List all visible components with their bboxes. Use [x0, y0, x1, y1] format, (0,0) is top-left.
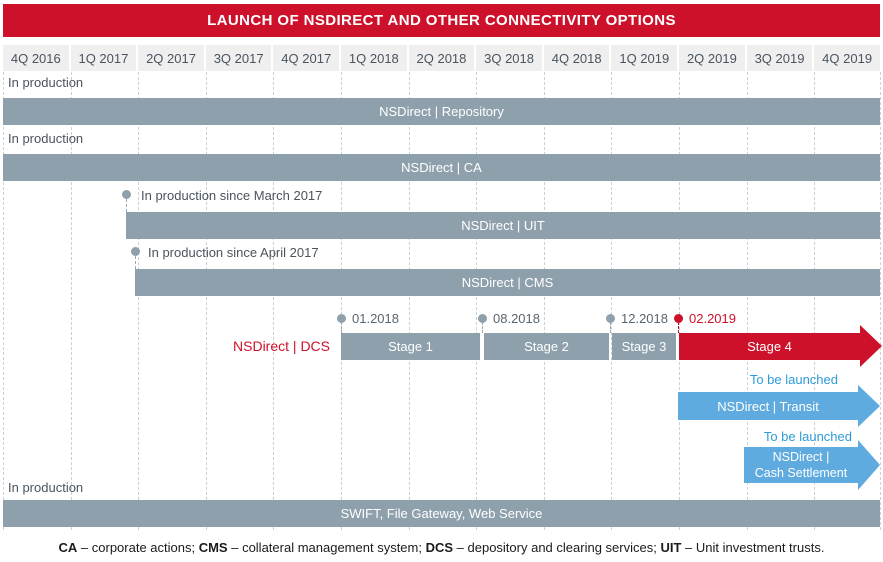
- dcs-stage3-label: Stage 3: [621, 339, 667, 354]
- quarter-gridline: [476, 72, 477, 530]
- dcs-milestone-dot-1: [337, 314, 346, 323]
- dcs-milestone-stem-1: [341, 322, 342, 333]
- dcs-stage4-bar: Stage 4: [679, 333, 860, 360]
- swift-bar-label: SWIFT, File Gateway, Web Service: [340, 506, 543, 521]
- uit-bar: NSDirect | UIT: [126, 212, 880, 239]
- quarter-tick: 1Q 2018: [341, 45, 407, 71]
- cash-settlement-bar-label-line2: Cash Settlement: [754, 466, 848, 480]
- quarter-tick: 3Q 2019: [746, 45, 813, 71]
- ca-status-label: In production: [8, 131, 84, 146]
- uit-status-label: In production since March 2017: [141, 188, 323, 203]
- cms-status-label: In production since April 2017: [148, 245, 319, 260]
- quarter-tick: 1Q 2019: [611, 45, 678, 71]
- ca-bar: NSDirect | CA: [3, 154, 880, 181]
- footnote-text-dcs: – depository and clearing services;: [453, 540, 661, 555]
- quarter-tick: 2Q 2019: [679, 45, 745, 71]
- dcs-stage2-bar: Stage 2: [484, 333, 609, 360]
- quarter-gridline: [679, 72, 680, 530]
- swift-status-label: In production: [8, 480, 84, 495]
- cms-start-milestone-dot: [131, 247, 140, 256]
- quarter-tick: 4Q 2016: [3, 45, 69, 71]
- dcs-milestone-stem-4: [678, 322, 679, 333]
- footnote-text-uit: – Unit investment trusts.: [681, 540, 825, 555]
- dcs-milestone-stem-2: [482, 322, 483, 333]
- quarter-tick: 2Q 2017: [138, 45, 204, 71]
- transit-status-label: To be launched: [749, 372, 838, 387]
- quarter-tick: 1Q 2017: [70, 45, 137, 71]
- dcs-milestone-dot-2: [478, 314, 487, 323]
- dcs-milestone-stem-3: [610, 322, 611, 333]
- quarter-gridline: [273, 72, 274, 530]
- dcs-stage1-label: Stage 1: [388, 339, 433, 354]
- dcs-milestone-dot-4: [674, 314, 683, 323]
- cash-settlement-bar-label-line1: NSDirect |: [772, 450, 830, 464]
- quarter-tick: 4Q 2017: [273, 45, 340, 71]
- cash-settlement-arrowhead-icon: [858, 440, 883, 490]
- uit-milestone-stem: [126, 199, 127, 212]
- footnote-term-ca: CA: [58, 540, 78, 555]
- quarter-tick: 4Q 2019: [814, 45, 880, 71]
- dcs-stage1-bar: Stage 1: [341, 333, 480, 360]
- dcs-milestone-date-1: 01.2018: [352, 311, 399, 326]
- repository-bar-label: NSDirect | Repository: [379, 104, 504, 119]
- transit-bar-label: NSDirect | Transit: [717, 398, 819, 414]
- quarter-tick: 2Q 2018: [408, 45, 475, 71]
- dcs-stage3-bar: Stage 3: [612, 333, 676, 360]
- dcs-stage4-arrowhead-icon: [860, 325, 883, 367]
- footnote-term-cms: CMS: [198, 540, 228, 555]
- legend-footnote: CA – corporate actions; CMS – collateral…: [0, 540, 883, 555]
- quarter-gridline: [544, 72, 545, 530]
- ca-bar-label: NSDirect | CA: [401, 160, 482, 175]
- dcs-stage4-label: Stage 4: [747, 339, 792, 354]
- chart-title-bar: LAUNCH OF NSDIRECT AND OTHER CONNECTIVIT…: [3, 4, 880, 37]
- uit-start-milestone-dot: [122, 190, 131, 199]
- quarter-gridline: [71, 72, 72, 530]
- quarter-axis: 4Q 2016 1Q 2017 2Q 2017 3Q 2017 4Q 2017 …: [3, 45, 880, 71]
- chart-title: LAUNCH OF NSDIRECT AND OTHER CONNECTIVIT…: [207, 12, 676, 29]
- transit-bar: NSDirect | Transit: [678, 392, 858, 420]
- dcs-milestone-date-2: 08.2018: [493, 311, 540, 326]
- dcs-milestone-dot-3: [606, 314, 615, 323]
- footnote-text-ca: – corporate actions;: [77, 540, 199, 555]
- dcs-milestone-date-4: 02.2019: [689, 311, 736, 326]
- quarter-gridline: [409, 72, 410, 530]
- footnote-term-uit: UIT: [660, 540, 682, 555]
- quarter-gridline: [341, 72, 342, 530]
- dcs-stage2-label: Stage 2: [524, 339, 569, 354]
- quarter-gridline: [611, 72, 612, 530]
- uit-bar-label: NSDirect | UIT: [461, 218, 545, 233]
- repository-status-label: In production: [8, 75, 84, 90]
- quarter-gridline: [138, 72, 139, 530]
- footnote-text-cms: – collateral management system;: [227, 540, 426, 555]
- dcs-milestone-date-3: 12.2018: [621, 311, 668, 326]
- quarter-tick: 3Q 2018: [476, 45, 542, 71]
- repository-bar: NSDirect | Repository: [3, 98, 880, 125]
- quarter-gridline: [880, 72, 881, 530]
- quarter-gridline: [814, 72, 815, 530]
- footnote-term-dcs: DCS: [425, 540, 454, 555]
- quarter-gridline: [206, 72, 207, 530]
- quarter-gridline: [3, 72, 4, 530]
- cms-bar: NSDirect | CMS: [135, 269, 880, 296]
- quarter-gridline: [747, 72, 748, 530]
- cash-settlement-bar: NSDirect | Cash Settlement: [744, 447, 858, 483]
- transit-arrowhead-icon: [858, 385, 883, 427]
- swift-bar: SWIFT, File Gateway, Web Service: [3, 500, 880, 527]
- dcs-row-label: NSDirect | DCS: [233, 338, 330, 354]
- cms-bar-label: NSDirect | CMS: [461, 275, 554, 290]
- quarter-tick: 4Q 2018: [543, 45, 610, 71]
- quarter-tick: 3Q 2017: [205, 45, 272, 71]
- cms-milestone-stem: [135, 256, 136, 269]
- cash-settlement-status-label: To be launched: [763, 429, 852, 444]
